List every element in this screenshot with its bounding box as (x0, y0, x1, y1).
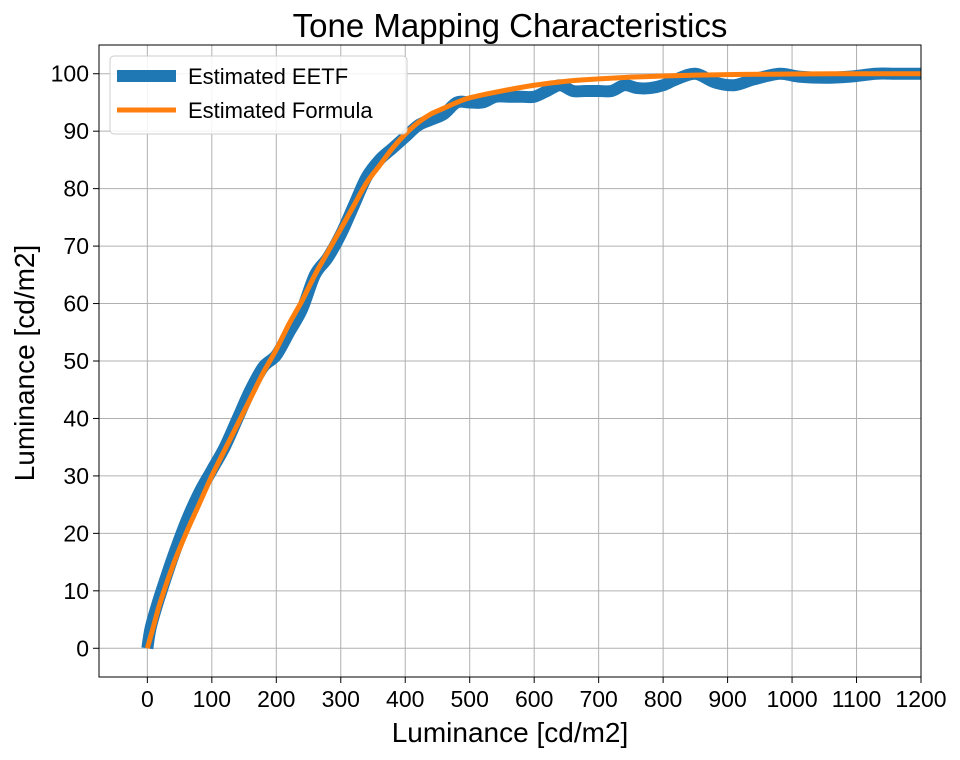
legend-label-formula: Estimated Formula (188, 98, 373, 123)
legend: Estimated EETF Estimated Formula (109, 55, 408, 135)
series-layer (141, 67, 922, 650)
x-tick-label: 200 (257, 686, 295, 712)
x-axis-label: Luminance [cd/m2] (392, 717, 629, 748)
y-tick-label: 80 (63, 176, 89, 202)
x-tick-label: 800 (644, 686, 682, 712)
legend-box (109, 55, 408, 135)
x-tick-label: 700 (579, 686, 617, 712)
y-tick-label: 60 (63, 291, 89, 317)
x-tick-label: 1000 (766, 686, 817, 712)
x-tick-label: 400 (386, 686, 424, 712)
grid-layer (99, 45, 922, 677)
y-axis-label: Luminance [cd/m2] (9, 245, 40, 482)
y-tick-label: 100 (51, 61, 89, 87)
y-tick-label: 30 (63, 463, 89, 489)
y-tick-label: 40 (63, 405, 89, 431)
y-tick-layer: 0 10 20 30 40 50 60 70 80 90 100 (51, 61, 99, 661)
x-tick-label: 1200 (895, 686, 946, 712)
series-line-estimated-formula (144, 71, 922, 649)
x-tick-label: 900 (708, 686, 746, 712)
y-tick-label: 90 (63, 118, 89, 144)
y-tick-label: 0 (76, 635, 89, 661)
x-tick-label: 600 (515, 686, 553, 712)
y-tick-label: 50 (63, 348, 89, 374)
legend-label-eetf: Estimated EETF (188, 64, 348, 89)
y-tick-label: 70 (63, 233, 89, 259)
x-tick-label: 500 (451, 686, 489, 712)
series-line-estimated-eetf (141, 67, 921, 650)
y-tick-label: 10 (63, 578, 89, 604)
x-tick-label: 1100 (832, 686, 881, 712)
chart-title: Tone Mapping Characteristics (293, 7, 728, 44)
y-tick-label: 20 (63, 520, 89, 546)
x-tick-label: 100 (193, 686, 231, 712)
x-tick-label: 300 (322, 686, 360, 712)
x-tick-layer: 0 100 200 300 400 500 600 700 800 900 1000 1100 1200 (141, 677, 947, 712)
x-tick-label: 0 (141, 686, 154, 712)
